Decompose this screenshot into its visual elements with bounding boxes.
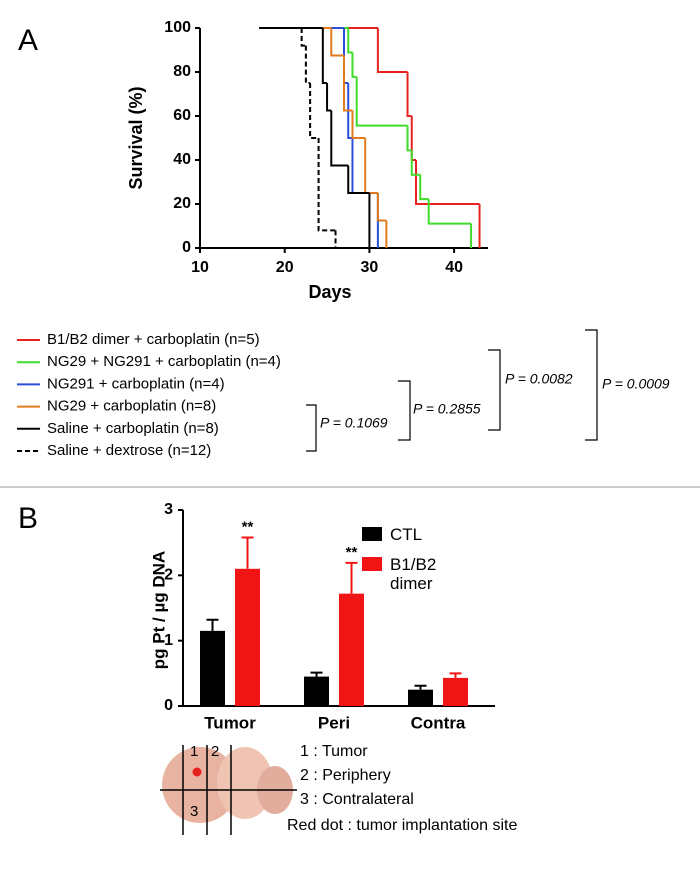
y-axis-title: Survival (%) (126, 86, 146, 189)
p-value: P = 0.0082 (505, 371, 573, 387)
x-tick-label: 30 (361, 259, 379, 276)
survival-step (410, 150, 421, 176)
survival-step (376, 28, 408, 73)
x-tick-label: Tumor (204, 713, 256, 732)
p-value: P = 0.2855 (413, 401, 481, 417)
brackets (306, 329, 598, 452)
region-label: 1 (190, 743, 198, 760)
survival-step (355, 76, 408, 127)
legend-label: NG29 + NG291 + carboplatin (n=4) (47, 353, 281, 370)
y-tick-label: 0 (164, 697, 173, 714)
y-axis-title: pg Pt / µg DNA (149, 551, 168, 669)
y-tick-label: 3 (164, 501, 173, 518)
panel-label: A (18, 24, 38, 57)
x-axis-title: Days (308, 282, 351, 302)
survival-step (343, 55, 353, 112)
bar (339, 593, 364, 706)
legend-swatch (362, 527, 382, 541)
bar (235, 568, 260, 706)
error-bar (449, 672, 462, 678)
diagram-legend: 3 : Contralateral (300, 791, 414, 808)
y-tick-label: 80 (173, 63, 191, 80)
survival-step (309, 83, 319, 139)
region-label: 2 (211, 743, 219, 760)
p-value: P = 0.0009 (602, 376, 670, 392)
legend-label: Saline + dextrose (n=12) (47, 442, 211, 459)
survival-step (300, 28, 306, 47)
survival-step (330, 110, 349, 167)
survival-step (406, 125, 412, 152)
x-tick-label: 20 (276, 259, 294, 276)
error-bar (414, 684, 427, 690)
survival-step (415, 160, 480, 205)
error-bar (206, 618, 219, 631)
x-tick-label: Contra (411, 713, 466, 732)
legend-label: B1/B2 dimer + carboplatin (n=5) (47, 331, 260, 348)
survival-step (304, 45, 311, 84)
survival-step (351, 52, 357, 78)
legend-label: CTL (390, 525, 423, 544)
significance: ** (346, 544, 358, 561)
region-label: 3 (190, 803, 198, 820)
legend-label: NG291 + carboplatin (n=4) (47, 375, 225, 392)
diagram-legend: Red dot : tumor implantation site (287, 817, 518, 834)
panel-label: B (18, 502, 38, 535)
survival-step (347, 83, 353, 139)
x-tick-label: Peri (318, 713, 350, 732)
legend-swatch (362, 557, 382, 571)
survival-step (419, 174, 429, 201)
brain-diagram (160, 745, 297, 835)
bar (200, 630, 225, 706)
bar (408, 689, 433, 706)
survival-step (317, 138, 336, 232)
survival-step (351, 110, 366, 139)
error-bar (345, 561, 358, 594)
survival-step (427, 199, 472, 225)
error-bar (241, 536, 254, 569)
legend-label: Saline + carboplatin (n=8) (47, 420, 219, 437)
x-tick-label: 40 (445, 259, 463, 276)
legend-label: NG29 + carboplatin (n=8) (47, 398, 216, 415)
survival-step (364, 138, 378, 194)
y-tick-label: 40 (173, 151, 191, 168)
p-value: P = 0.1069 (320, 415, 388, 431)
diagram-legend: 1 : Tumor (300, 743, 368, 760)
significance: ** (242, 518, 254, 535)
survival-step (406, 72, 412, 117)
error-bar (310, 671, 323, 677)
survival-step (330, 28, 344, 57)
survival-step (347, 165, 370, 194)
y-tick-label: 60 (173, 107, 191, 124)
survival-step (326, 83, 332, 112)
survival-step (347, 28, 353, 54)
y-tick-label: 100 (164, 19, 191, 36)
legend-label: B1/B2 dimer (390, 555, 437, 593)
y-tick-label: 1 (164, 632, 173, 649)
y-tick-label: 0 (182, 239, 191, 256)
bar (443, 677, 468, 706)
survival-step (321, 28, 328, 84)
bar (304, 676, 329, 706)
y-tick-label: 2 (164, 567, 173, 584)
x-tick-label: 10 (191, 259, 209, 276)
diagram-legend: 2 : Periphery (300, 767, 391, 784)
survival-step (376, 193, 387, 222)
y-tick-label: 20 (173, 195, 191, 212)
